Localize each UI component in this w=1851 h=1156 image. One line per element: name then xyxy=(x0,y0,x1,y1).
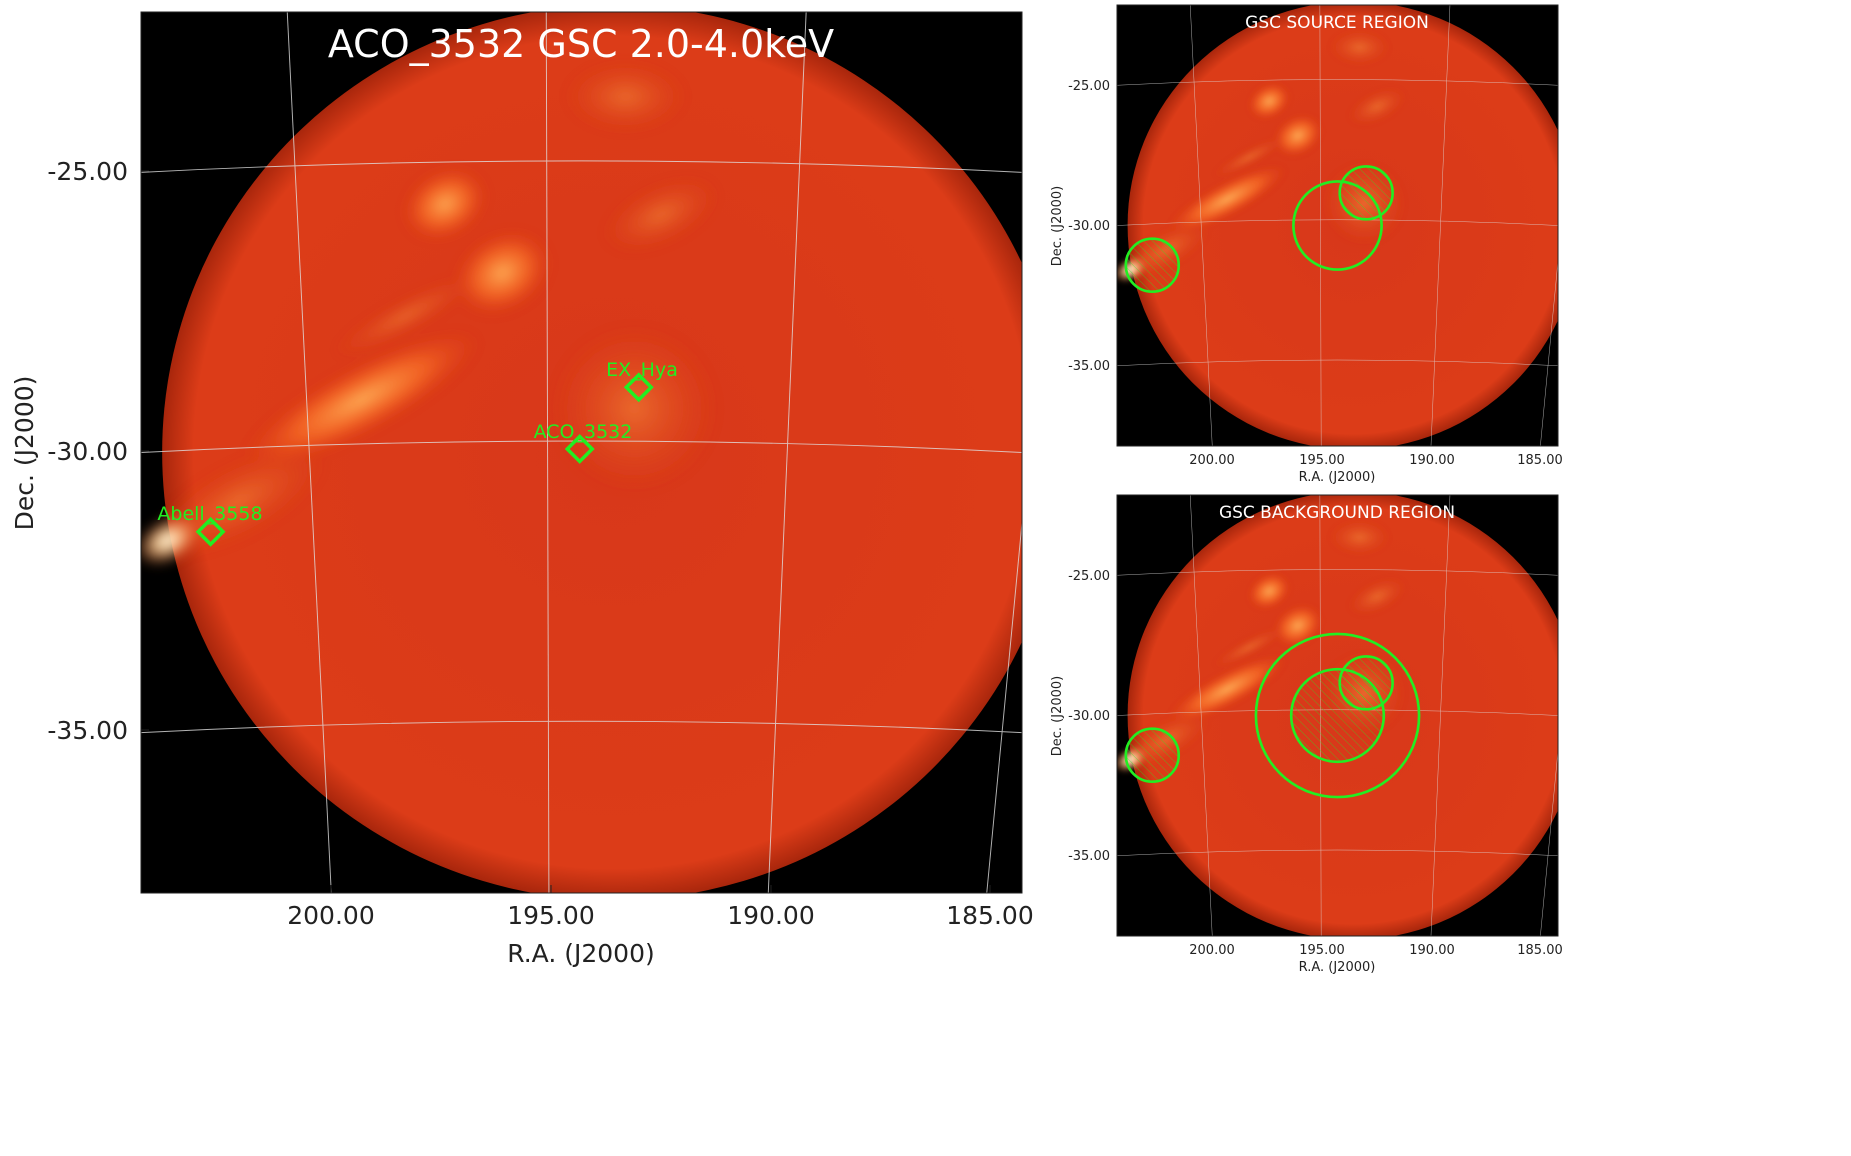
main-panel: EX_Hya ACO_3532 Abell_3558 ACO_3532 GSC … xyxy=(10,5,1065,968)
main-xtick-label: 195.00 xyxy=(507,901,594,930)
source-region-frame xyxy=(1116,4,1559,447)
background-region-title: GSC BACKGROUND REGION xyxy=(1219,503,1455,523)
top-y-axis-label: Dec. (J2000) xyxy=(1050,186,1065,266)
bottom-xtick-label: 200.00 xyxy=(1189,943,1235,958)
excluded-abell-3558-circle xyxy=(1124,727,1181,783)
bottom-ytick-label: -25.00 xyxy=(1068,569,1110,584)
excluded-ex-hya-circle xyxy=(1338,655,1394,711)
main-ytick-label: -25.00 xyxy=(47,157,128,186)
ex-hya-label: EX_Hya xyxy=(606,359,678,381)
abell-3558-label: Abell_3558 xyxy=(157,503,262,525)
main-xtick-label: 200.00 xyxy=(287,901,374,930)
main-xtick-label: 190.00 xyxy=(727,901,814,930)
aco-3532-label: ACO_3532 xyxy=(534,421,633,443)
main-ytick-label: -35.00 xyxy=(47,716,128,745)
top-xtick-label: 185.00 xyxy=(1517,453,1563,468)
bottom-xtick-label: 185.00 xyxy=(1517,943,1563,958)
aco-3532-marker xyxy=(564,434,595,464)
abell-3558-marker xyxy=(195,516,226,547)
background-outer-circle xyxy=(1254,632,1421,799)
top-ytick-label: -35.00 xyxy=(1068,359,1110,374)
excluded-ex-hya-circle xyxy=(1338,165,1394,221)
top-xtick-label: 190.00 xyxy=(1409,453,1455,468)
source-region-panel: GSC SOURCE REGION -25.00 -30.00 -35.00 2… xyxy=(1050,1,1579,485)
top-x-axis-label: R.A. (J2000) xyxy=(1299,470,1376,485)
top-xtick-label: 195.00 xyxy=(1299,453,1345,468)
top-ytick-label: -30.00 xyxy=(1068,219,1110,234)
bottom-y-axis-label: Dec. (J2000) xyxy=(1050,676,1065,756)
top-ytick-label: -25.00 xyxy=(1068,79,1110,94)
ex-hya-marker xyxy=(623,372,654,403)
bottom-ytick-label: -30.00 xyxy=(1068,709,1110,724)
bottom-xtick-label: 190.00 xyxy=(1409,943,1455,958)
main-sky-image xyxy=(126,5,1065,900)
top-xtick-label: 200.00 xyxy=(1189,453,1235,468)
source-region-image xyxy=(1109,1,1579,449)
excluded-abell-3558-circle xyxy=(1124,237,1181,293)
source-region-title: GSC SOURCE REGION xyxy=(1245,13,1429,33)
background-region-frame xyxy=(1116,494,1559,937)
bottom-ytick-label: -35.00 xyxy=(1068,849,1110,864)
main-y-axis-label: Dec. (J2000) xyxy=(10,376,39,531)
background-region-panel: GSC BACKGROUND REGION -25.00 -30.00 -35.… xyxy=(1050,491,1579,975)
bottom-xtick-label: 195.00 xyxy=(1299,943,1345,958)
main-xtick-label: 185.00 xyxy=(946,901,1033,930)
background-region-image xyxy=(1109,491,1579,939)
main-x-axis-label: R.A. (J2000) xyxy=(507,939,655,968)
main-plot-frame xyxy=(140,11,1023,894)
source-region-circle xyxy=(1292,180,1383,271)
main-ytick-label: -30.00 xyxy=(47,437,128,466)
main-title: ACO_3532 GSC 2.0-4.0keV xyxy=(328,22,834,66)
bottom-x-axis-label: R.A. (J2000) xyxy=(1299,960,1376,975)
